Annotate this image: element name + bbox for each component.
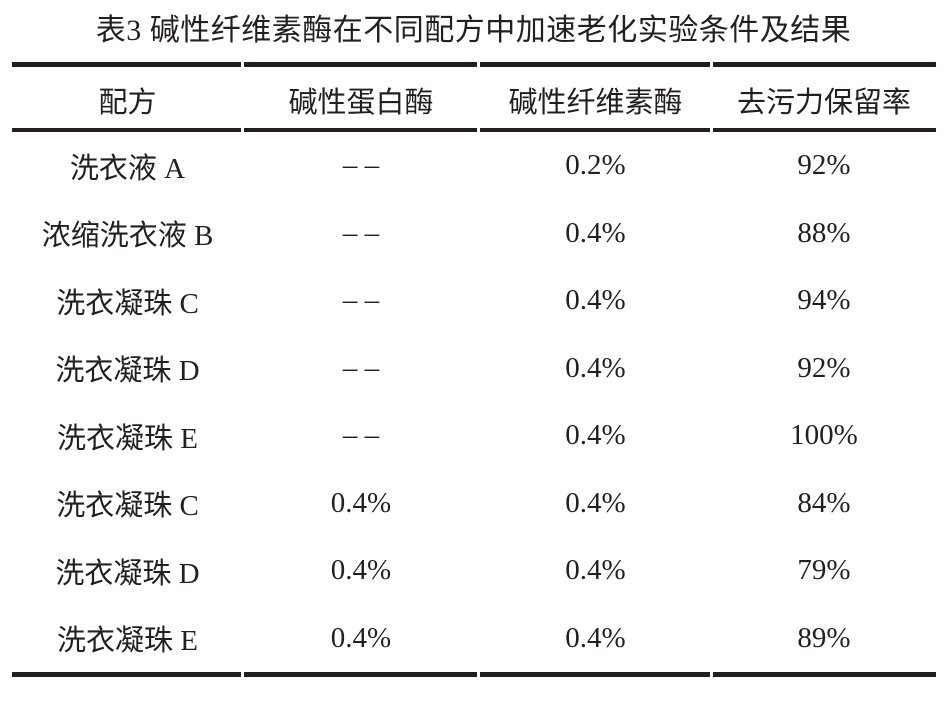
table-bottom-rule [12,672,936,677]
rule-segment [244,128,477,132]
cell-formula: 洗衣凝珠 C [56,287,199,320]
cell-formula: 洗衣凝珠 E [57,625,198,658]
rule-segment [480,672,710,677]
rule-segment [244,62,477,67]
table-header-rule [12,128,936,132]
column-header-protease: 碱性蛋白酶 [288,87,434,119]
table-caption: 表3 碱性纤维素酶在不同配方中加速老化实验条件及结果 [95,14,852,47]
cell-cellulase: 0.2% [565,149,626,182]
table-header-row: 配方 碱性蛋白酶 碱性纤维素酶 去污力保留率 [12,66,936,128]
cell-cellulase: 0.4% [565,621,626,654]
cell-cellulase: 0.4% [565,351,626,384]
column-header-retention: 去污力保留率 [736,87,911,119]
rule-segment [244,672,477,677]
cell-protease: – – [342,149,380,182]
rule-segment [713,62,936,67]
rule-segment [12,62,241,67]
cell-cellulase: 0.4% [565,284,626,317]
cell-formula: 洗衣凝珠 C [56,490,199,523]
cell-retention: 92% [797,149,851,182]
table-top-rule [12,62,936,67]
cell-protease: – – [342,284,380,317]
cell-formula: 洗衣凝珠 D [55,355,200,388]
cell-retention: 79% [797,554,851,587]
cell-formula: 洗衣凝珠 E [57,422,198,455]
cell-retention: 94% [797,284,851,317]
cell-formula: 洗衣凝珠 D [55,557,200,590]
cell-cellulase: 0.4% [565,554,626,587]
cell-retention: 100% [790,419,858,452]
cell-protease: – – [342,216,380,249]
cell-retention: 88% [797,216,851,249]
rule-segment [713,128,936,132]
cell-formula: 洗衣液 A [69,152,186,185]
column-header-cellulase: 碱性纤维素酶 [508,87,683,119]
rule-segment [12,672,241,677]
column-header-formula: 配方 [98,87,157,119]
rule-segment [480,62,710,67]
rule-segment [713,672,936,677]
rule-segment [480,128,710,132]
cell-protease: 0.4% [330,486,392,519]
cell-protease: – – [342,351,380,384]
table-body: 洗衣液 A – – 0.2% 92% 浓缩洗衣液 B – – 0.4% 88% 洗衣凝珠 C – … [12,132,936,672]
cell-retention: 92% [797,351,851,384]
cell-cellulase: 0.4% [565,216,626,249]
cell-protease: 0.4% [330,554,392,587]
rule-segment [12,128,241,132]
cell-formula: 浓缩洗衣液 B [41,220,214,253]
cell-cellulase: 0.4% [565,486,626,519]
cell-protease: – – [342,419,380,452]
cell-cellulase: 0.4% [565,419,626,452]
cell-protease: 0.4% [330,621,392,654]
cell-retention: 84% [797,486,851,519]
cell-retention: 89% [797,621,851,654]
